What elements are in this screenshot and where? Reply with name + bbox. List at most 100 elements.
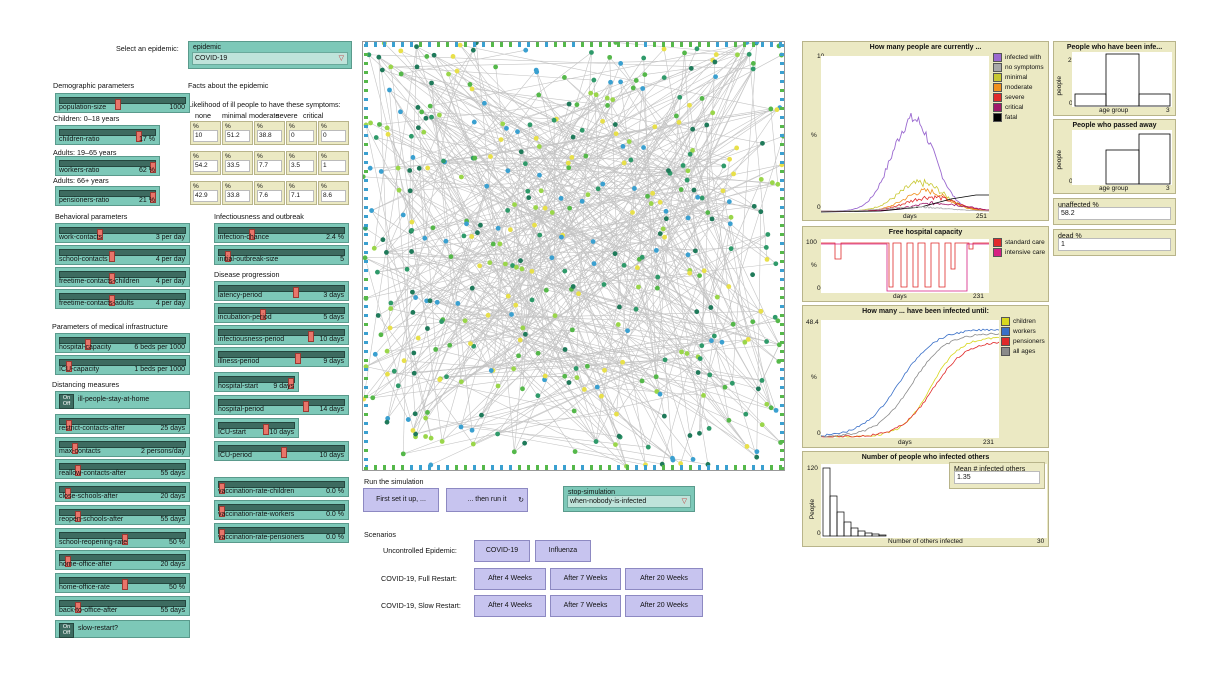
ICU-period-slider[interactable]: ICU-period 10 days [214,441,349,461]
person-agent [373,135,379,140]
slider-knob[interactable] [109,251,116,262]
ICU-capacity-slider[interactable]: ICU-capacity 1 beds per 1000 [55,355,190,375]
slider-knob[interactable] [248,229,255,240]
slider-knob[interactable] [74,510,81,522]
slider-knob[interactable] [136,131,143,142]
person-agent [458,424,464,430]
slider-knob[interactable] [280,447,287,458]
slider-knob[interactable] [64,556,71,568]
link [554,287,658,317]
slider-knob[interactable] [109,295,116,306]
slider-knob[interactable] [66,420,73,431]
slider-value: 1000 [169,104,185,111]
slow-after-4-weeks-button[interactable]: After 4 Weeks [474,595,546,617]
slider-knob[interactable] [219,506,225,517]
stop-simulation-chooser[interactable]: stop-simulation when-nobody-is-infected ▽ [563,486,695,512]
incubation-period-slider[interactable]: incubation-period 5 days [214,303,349,323]
school-reopening-rate-slider[interactable]: school-reopening-rate 50 % [55,527,190,548]
person-agent [502,261,508,267]
ICU-start-slider[interactable]: ICU-start 10 days [214,418,299,438]
slider-knob[interactable] [219,529,225,540]
slider-knob[interactable] [84,339,91,350]
ill-people-stay-at-home-switch[interactable]: On Off ill-people-stay-at-home [55,391,190,409]
influenza-scenario-button[interactable]: Influenza [535,540,591,562]
infection-chance-slider[interactable]: infection-chance 2.4 % [214,223,349,243]
slider-knob[interactable] [307,331,314,342]
slow-after-7-weeks-button[interactable]: After 7 Weeks [550,595,621,617]
slider-knob[interactable] [219,483,225,494]
full-after-4-weeks-button[interactable]: After 4 Weeks [474,568,546,590]
children-ratio-slider[interactable]: children-ratio 17 % [55,125,160,145]
hospital-capacity-slider[interactable]: hospital-capacity 6 beds per 1000 [55,333,190,353]
reopen-schools-after-slider[interactable]: reopen-schools-after 55 days [55,504,190,525]
link [535,69,573,158]
slider-knob[interactable] [64,488,71,500]
slider-knob[interactable] [262,424,269,435]
school-contacts-slider[interactable]: school-contacts 4 per day [55,245,190,265]
initial-outbreak-size-slider[interactable]: initial-outbreak-size 5 [214,245,349,265]
vaccination-rate-children-slider[interactable]: vaccination-rate-children 0.0 % [214,477,349,497]
link [363,147,737,400]
hospital-period-slider[interactable]: hospital-period 14 days [214,395,349,415]
slider-knob[interactable] [295,353,302,364]
link [561,184,778,238]
work-contacts-slider[interactable]: work-contacts 3 per day [55,223,190,243]
link [587,194,779,362]
slider-knob[interactable] [288,378,295,389]
home-office-rate-slider[interactable]: home-office-rate 50 % [55,572,190,593]
monitor-value: 7.7 [257,160,282,172]
slider-knob[interactable] [121,578,128,590]
go-button[interactable]: ... then run it ↻ [446,488,528,512]
slow-restart-switch[interactable]: On Off slow-restart? [55,620,190,638]
slider-knob[interactable] [96,229,103,240]
back-to-office-after-slider[interactable]: back-to-office-after 55 days [55,595,190,616]
person-agent [391,368,397,374]
slow-after-20-weeks-button[interactable]: After 20 Weeks [625,595,703,617]
workers-ratio-slider[interactable]: workers-ratio 62 % [55,156,160,176]
close-schools-after-slider[interactable]: close-schools-after 20 days [55,482,190,503]
person-agent [431,52,437,58]
covid-scenario-button[interactable]: COVID-19 [474,540,530,562]
slider-knob[interactable] [225,251,232,262]
slider-knob[interactable] [150,162,157,173]
vaccination-rate-pensioners-slider[interactable]: vaccination-rate-pensioners 0.0 % [214,523,349,543]
slider-knob[interactable] [74,465,81,477]
slider-knob[interactable] [74,601,81,613]
vaccination-rate-workers-slider[interactable]: vaccination-rate-workers 0.0 % [214,500,349,520]
population-size-slider[interactable]: population-size 1000 [55,93,190,113]
link [492,210,508,371]
slider-knob[interactable] [72,442,79,454]
slider-knob[interactable] [302,401,309,412]
border-agent [780,107,784,110]
restrict-contacts-after-slider[interactable]: restrict-contacts-after 25 days [55,414,190,434]
infectiousness-period-slider[interactable]: infectiousness-period 10 days [214,325,349,345]
world-view[interactable] [360,39,786,471]
illness-period-slider[interactable]: illness-period 9 days [214,347,349,367]
border-agent [780,98,784,101]
border-agent [482,465,485,470]
slider-knob[interactable] [115,99,122,110]
setup-button[interactable]: First set it up, ... [363,488,439,512]
max-contacts-slider[interactable]: max-contacts 2 persons/day [55,436,190,457]
full-after-7-weeks-button[interactable]: After 7 Weeks [550,568,621,590]
slider-knob[interactable] [66,361,73,372]
pensioners-ratio-slider[interactable]: pensioners-ratio 21 % [55,186,160,206]
slider-knob[interactable] [259,309,266,320]
freetime-contacts-children-slider[interactable]: freetime-contacts-children 4 per day [55,267,190,287]
hospital-start-slider[interactable]: hospital-start 9 days [214,372,299,392]
slider-knob[interactable] [150,192,157,203]
person-agent [612,122,618,127]
slider-knob[interactable] [292,287,299,298]
latency-period-slider[interactable]: latency-period 3 days [214,281,349,301]
infected-hist-title: People who have been infe... [1066,44,1163,51]
freetime-contacts-adults-slider[interactable]: freetime-contacts-adults 4 per day [55,289,190,309]
slider-knob[interactable] [121,533,128,545]
link [429,105,597,442]
home-office-after-slider[interactable]: home-office-after 20 days [55,550,190,571]
epidemic-chooser[interactable]: epidemic COVID-19 ▽ [188,41,352,69]
link [564,197,703,377]
slider-knob[interactable] [109,273,116,284]
person-agent [430,225,436,231]
full-after-20-weeks-button[interactable]: After 20 Weeks [625,568,703,590]
reallow-contacts-after-slider[interactable]: reallow-contacts-after 55 days [55,459,190,480]
